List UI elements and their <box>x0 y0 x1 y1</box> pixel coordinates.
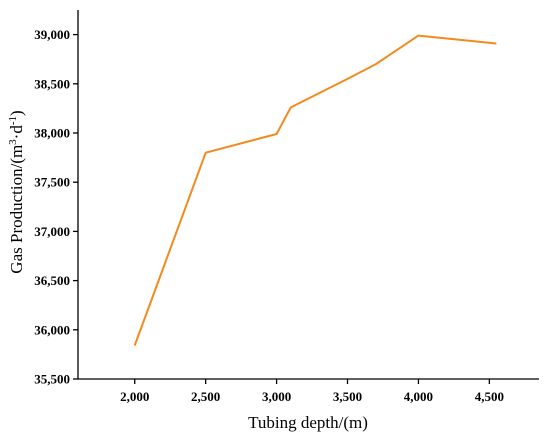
x-tick-label: 4,000 <box>404 389 433 404</box>
series-line <box>133 34 497 346</box>
y-axis-title-sup2: -1 <box>7 116 19 125</box>
y-tick-label: 36,500 <box>34 273 70 288</box>
x-tick-label: 3,500 <box>333 389 362 404</box>
x-tick-label: 4,500 <box>475 389 504 404</box>
y-axis-title-sup1: 3 <box>7 139 19 145</box>
x-tick-label: 2,000 <box>120 389 149 404</box>
x-tick-label: 2,500 <box>191 389 220 404</box>
y-axis-ticks: 35,500 36,000 36,500 37,000 37,500 38,000 38,5… <box>34 27 78 387</box>
y-tick-label: 38,500 <box>34 76 70 91</box>
axes <box>77 10 539 380</box>
x-tick-label: 3,000 <box>262 389 291 404</box>
y-axis-title-suffix: ) <box>7 110 26 116</box>
y-tick-label: 38,000 <box>34 126 70 141</box>
y-tick-label: 37,500 <box>34 175 70 190</box>
x-axis-ticks: 2,000 2,500 3,000 3,500 4,000 4,500 <box>120 379 504 404</box>
series-group <box>133 34 497 346</box>
y-tick-label: 39,000 <box>34 27 70 42</box>
y-tick-label: 37,000 <box>34 224 70 239</box>
y-tick-label: 36,000 <box>34 322 70 337</box>
y-tick-label: 35,500 <box>34 372 70 387</box>
plot-frame <box>77 10 539 380</box>
x-axis-title: Tubing depth/(m) <box>248 413 368 432</box>
y-axis-title-prefix: Gas Production/(m <box>7 145 26 274</box>
y-axis-title-mid: ·d <box>7 125 26 140</box>
y-axis-title: Gas Production/(m3·d-1) <box>7 110 26 273</box>
